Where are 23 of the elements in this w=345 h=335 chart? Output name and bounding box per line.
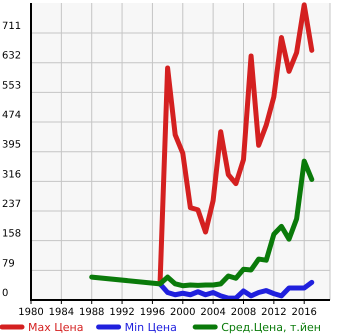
y-tick-label: 474	[2, 110, 22, 122]
y-tick-label: 237	[2, 199, 22, 210]
x-tick-label: 1980	[18, 307, 44, 318]
y-tick-label: 632	[2, 50, 22, 62]
y-tick-label: 158	[2, 228, 22, 240]
x-tick-label: 2004	[200, 307, 226, 318]
x-tick-label: 2012	[261, 307, 287, 318]
x-tick-label: 2008	[230, 307, 256, 318]
y-tick-label: 553	[2, 80, 22, 92]
x-tick-label: 2000	[170, 307, 196, 318]
x-tick-label: 1984	[48, 307, 74, 318]
x-tick-label: 1992	[109, 307, 135, 318]
y-tick-label: 79	[2, 258, 15, 270]
y-tick-label: 395	[2, 140, 22, 151]
x-tick-label: 2016	[291, 307, 317, 318]
x-tick-label: 1988	[78, 307, 104, 318]
y-tick-label: 316	[2, 169, 22, 180]
x-tick-label: 1996	[140, 307, 166, 318]
legend-label: Сред.Цена, т.йен	[221, 321, 321, 334]
legend-label: Min Цена	[124, 321, 177, 334]
y-tick-label: 0	[2, 288, 8, 299]
y-tick-label: 711	[2, 21, 22, 32]
legend-label: Max Цена	[28, 321, 84, 334]
